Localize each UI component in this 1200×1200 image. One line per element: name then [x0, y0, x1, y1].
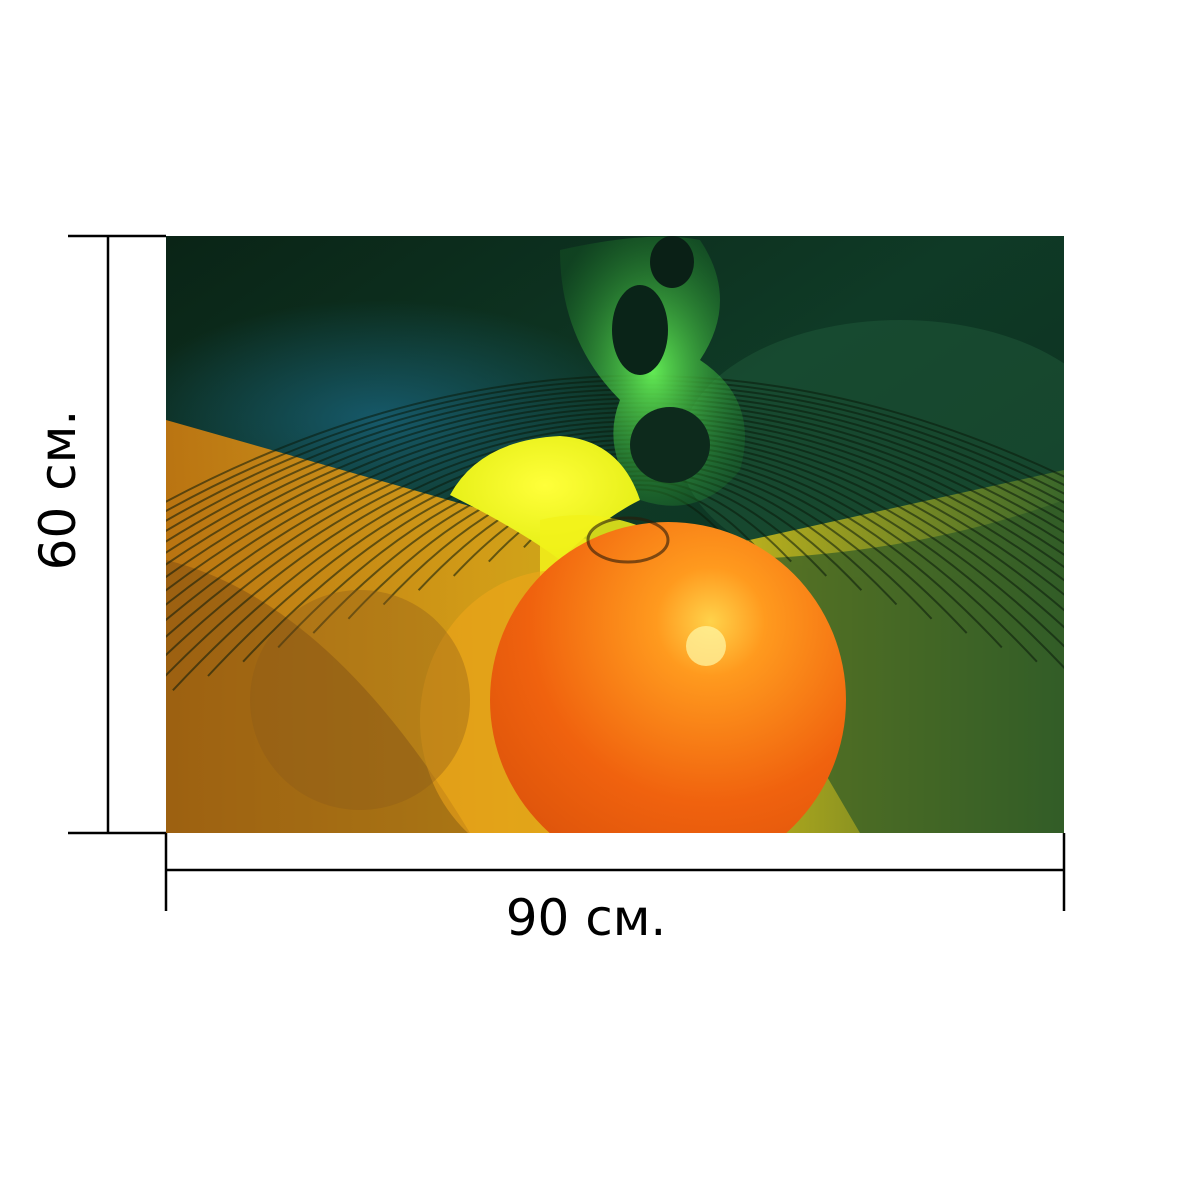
width-label: 90 см. [505, 889, 667, 947]
height-label: 60 см. [29, 409, 87, 571]
height-dimension [68, 234, 166, 835]
artwork-image [166, 236, 1064, 833]
width-dimension [164, 833, 1066, 911]
